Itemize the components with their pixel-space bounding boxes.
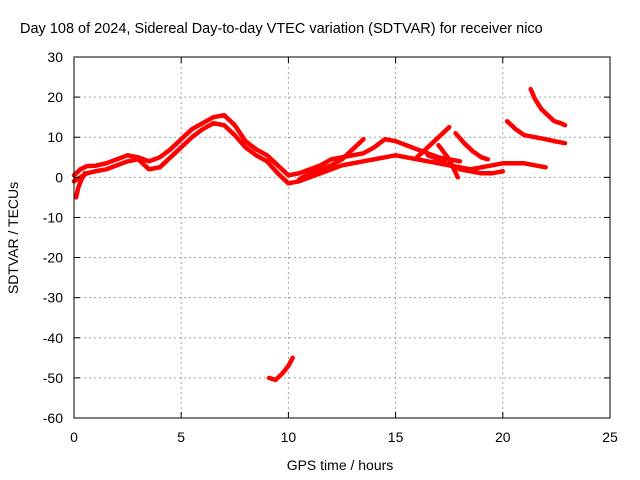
y-tick-label: -50 [43, 370, 63, 386]
data-series [71, 86, 568, 383]
y-tick-label: -30 [43, 290, 63, 306]
y-tick-label: 0 [55, 169, 63, 185]
series-line-falling-arc-d [436, 142, 461, 180]
series-line-start-dip [73, 171, 87, 200]
series-line-rising-arc-a [296, 136, 366, 182]
series-line-descending-arc [425, 153, 506, 176]
series-line-rising-arc-b [414, 124, 452, 160]
y-tick-label: -20 [43, 250, 63, 266]
y-axis-label: SDTVAR / TECUs [5, 182, 21, 294]
series-line-main-upper [71, 112, 463, 178]
y-tick-label: 10 [47, 129, 63, 145]
series-line-upper-right-a [528, 86, 568, 128]
x-tick-label: 10 [281, 429, 297, 445]
x-tick-label: 5 [177, 429, 185, 445]
series-line-falling-arc-c [453, 130, 491, 162]
x-axis-label: GPS time / hours [287, 457, 394, 473]
grid-lines [74, 57, 610, 418]
series-line-outlier-low [266, 355, 295, 383]
x-tick-label: 25 [602, 429, 618, 445]
plot-frame [73, 56, 611, 419]
y-tick-label: -40 [43, 330, 63, 346]
x-tick-label: 20 [495, 429, 511, 445]
axis-ticks: 0 5 10 15 20 25 -60 -50 -40 -30 -20 -10 0 10 20 30 [43, 49, 618, 445]
x-tick-label: 0 [70, 429, 78, 445]
y-tick-label: -10 [43, 209, 63, 225]
x-tick-label: 15 [388, 429, 404, 445]
y-tick-label: 20 [47, 89, 63, 105]
chart-title: Day 108 of 2024, Sidereal Day-to-day VTE… [20, 21, 543, 37]
series-line-upper-right-b [504, 118, 568, 146]
y-tick-label: -60 [43, 410, 63, 426]
y-tick-label: 30 [47, 49, 63, 65]
